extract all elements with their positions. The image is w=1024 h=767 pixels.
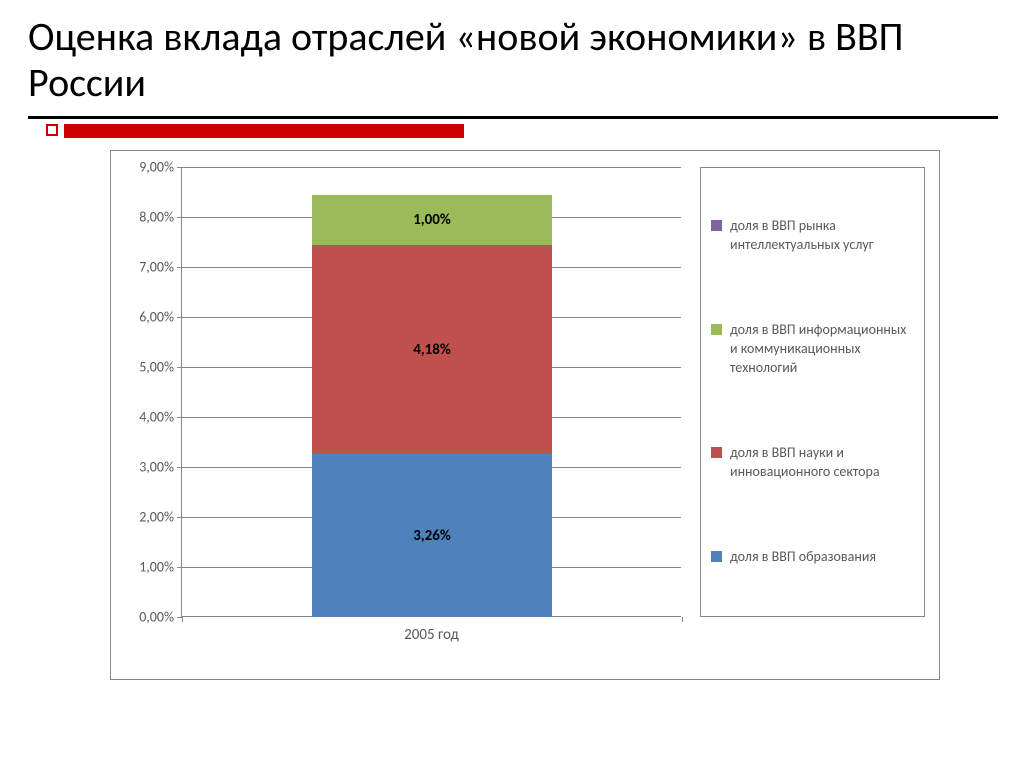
bar-segment-education: 3,26% <box>312 454 552 617</box>
y-tick-label: 4,00% <box>139 409 174 426</box>
gridline <box>182 167 681 168</box>
legend-label: доля в ВВП рынка интеллектуальных услуг <box>730 217 914 255</box>
x-tick-mark <box>682 617 683 622</box>
y-tick-mark <box>177 417 182 418</box>
legend: доля в ВВП рынка интеллектуальных услуг д… <box>700 167 925 617</box>
y-tick-mark <box>177 167 182 168</box>
title-divider <box>28 116 998 142</box>
bar-segment-label: 3,26% <box>312 527 552 545</box>
x-tick-mark <box>182 617 183 622</box>
slide: Оценка вклада отраслей «новой экономики»… <box>0 0 1024 767</box>
stacked-bar: 1,00% 4,18% 3,26% <box>312 195 552 617</box>
legend-swatch <box>711 447 722 458</box>
y-tick-label: 8,00% <box>139 209 174 226</box>
legend-item-ip_services: доля в ВВП рынка интеллектуальных услуг <box>711 217 914 255</box>
legend-label: доля в ВВП науки и инновационного сектор… <box>730 444 914 482</box>
x-axis-category-label: 2005 год <box>182 626 681 644</box>
y-tick-mark <box>177 317 182 318</box>
y-tick-mark <box>177 467 182 468</box>
bar-segment-ict: 1,00% <box>312 195 552 245</box>
y-tick-label: 2,00% <box>139 509 174 526</box>
y-tick-mark <box>177 517 182 518</box>
bar-segment-label: 4,18% <box>312 341 552 359</box>
y-tick-mark <box>177 567 182 568</box>
y-tick-label: 7,00% <box>139 259 174 276</box>
y-tick-label: 9,00% <box>139 159 174 176</box>
legend-item-science: доля в ВВП науки и инновационного сектор… <box>711 444 914 482</box>
legend-swatch <box>711 324 722 335</box>
divider-thin-line <box>28 116 998 119</box>
title-block: Оценка вклада отраслей «новой экономики»… <box>0 0 1024 142</box>
chart-container: 2005 год 0,00% 1,00% 2,00% 3,00% 4,00% 5,00% 6… <box>110 150 940 680</box>
legend-label: доля в ВВП образования <box>730 548 876 567</box>
legend-swatch <box>711 220 722 231</box>
y-tick-label: 3,00% <box>139 459 174 476</box>
y-tick-label: 5,00% <box>139 359 174 376</box>
legend-item-ict: доля в ВВП информационных и коммуникацио… <box>711 321 914 378</box>
y-tick-label: 0,00% <box>139 609 174 626</box>
divider-thick-bar <box>64 124 464 138</box>
plot-area: 2005 год 0,00%1,00%2,00%3,00%4,00%5,00%6… <box>181 167 681 617</box>
legend-swatch <box>711 551 722 562</box>
bar-segment-label: 1,00% <box>312 211 552 229</box>
slide-title: Оценка вклада отраслей «новой экономики»… <box>28 14 996 106</box>
y-tick-mark <box>177 367 182 368</box>
legend-item-education: доля в ВВП образования <box>711 548 914 567</box>
legend-label: доля в ВВП информационных и коммуникацио… <box>730 321 914 378</box>
divider-square <box>46 124 58 136</box>
bar-segment-science: 4,18% <box>312 245 552 454</box>
y-tick-label: 6,00% <box>139 309 174 326</box>
y-tick-mark <box>177 217 182 218</box>
y-tick-label: 1,00% <box>139 559 174 576</box>
y-tick-mark <box>177 267 182 268</box>
